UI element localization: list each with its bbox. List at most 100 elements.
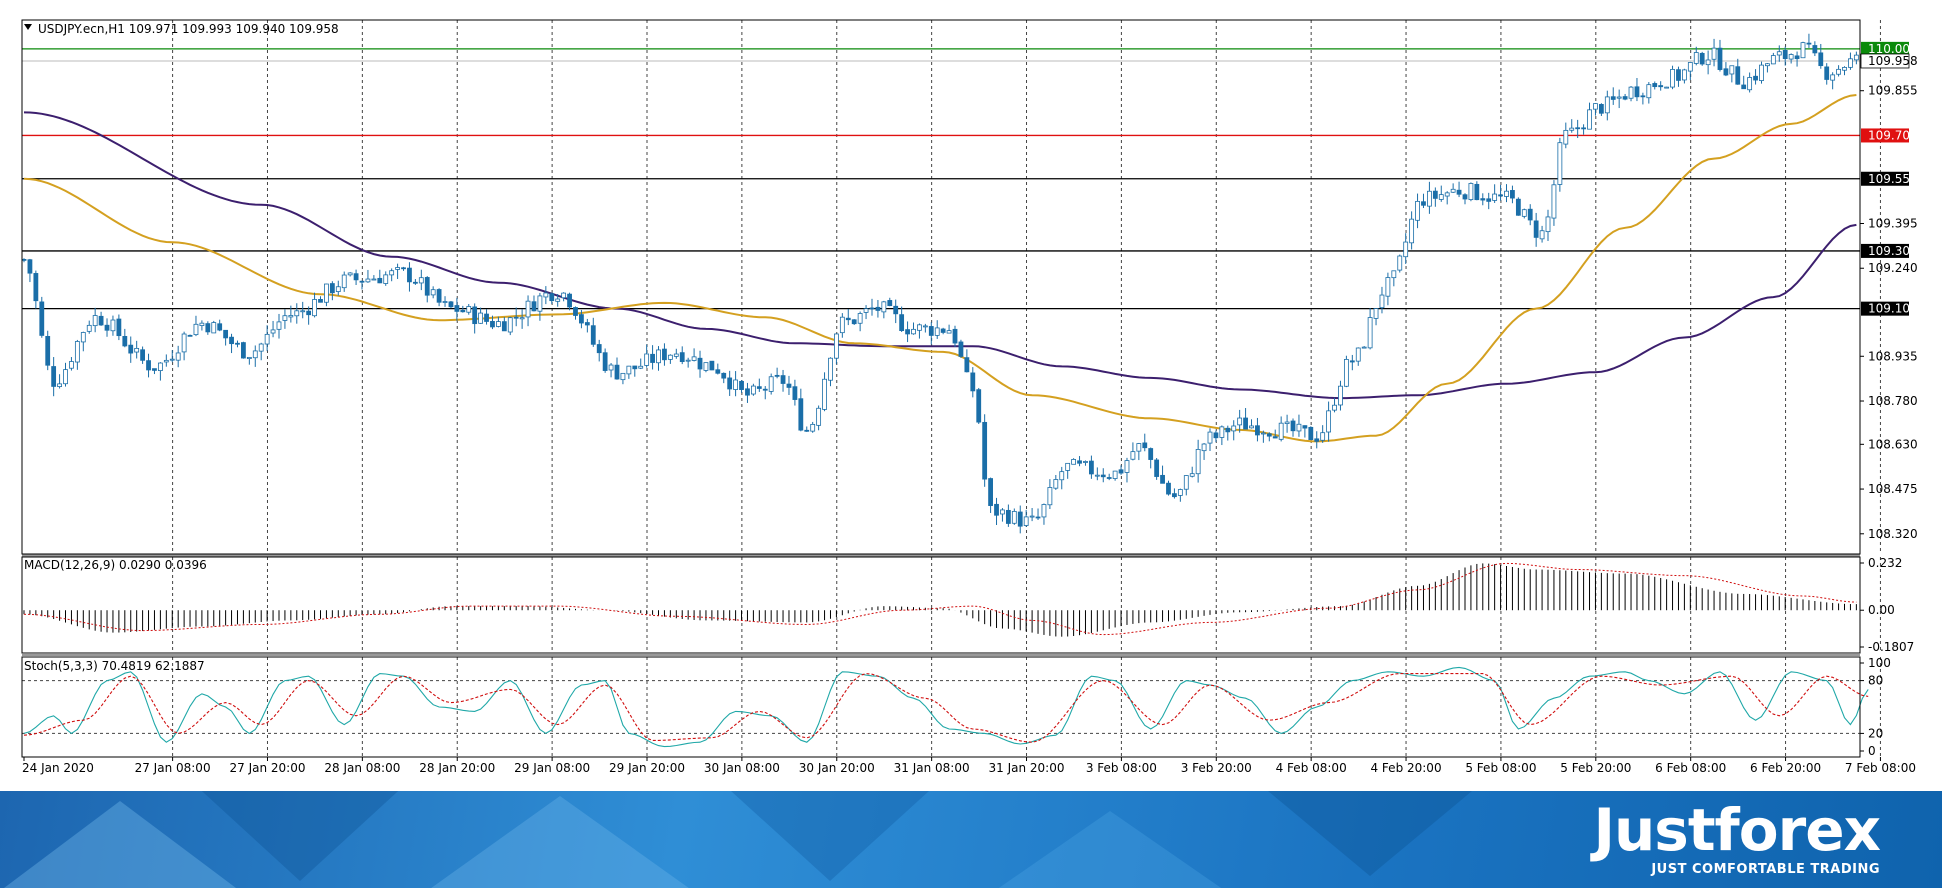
candle-bull: [1729, 65, 1735, 75]
candle-bull: [839, 316, 845, 334]
candle-bull: [1367, 317, 1373, 349]
candle-bull: [525, 300, 531, 318]
price-label: 108.630: [1868, 437, 1918, 451]
candle-bear: [472, 306, 478, 325]
candle-bear: [436, 289, 442, 303]
candle-bull: [733, 379, 738, 390]
brand-logo: Justforex: [1593, 796, 1881, 864]
candle-bear: [1510, 190, 1515, 199]
moving-average-1: [23, 94, 1857, 443]
candle-bear: [875, 306, 881, 311]
candle-bear: [377, 277, 383, 284]
candle-bear: [573, 307, 578, 316]
time-label: 5 Feb 20:00: [1560, 761, 1631, 775]
candle-bear: [1622, 96, 1628, 100]
candle-bull: [667, 354, 673, 360]
candle-bull: [911, 328, 916, 335]
candle-bear: [1421, 201, 1426, 206]
candle-bull: [74, 341, 80, 363]
candle-bear: [1735, 66, 1741, 85]
candle-bull: [157, 362, 163, 371]
candle-bear: [1243, 417, 1248, 430]
candle-bear: [140, 349, 146, 361]
candle-bull: [1326, 410, 1331, 433]
candle-bear: [1290, 420, 1296, 432]
level-tag: [1861, 128, 1909, 143]
candle-bull: [169, 358, 175, 361]
candle-bull: [1177, 489, 1183, 496]
level-label: 110.000: [1868, 42, 1918, 56]
candle-bull: [768, 376, 774, 392]
candle-bull: [881, 301, 887, 313]
candle-bull: [1682, 69, 1687, 81]
candle-bear: [1658, 85, 1664, 88]
candle-bear: [952, 328, 958, 344]
candle-bull: [1338, 385, 1343, 406]
candle-bear: [1486, 198, 1492, 202]
candle-bull: [1842, 66, 1847, 71]
candle-bull: [258, 343, 264, 352]
candle-bull: [561, 292, 567, 299]
candle-bull: [1183, 475, 1189, 490]
panel-frame-2: [21, 656, 1861, 758]
candle-bull: [1836, 68, 1841, 75]
candle-bear: [116, 318, 122, 337]
level-tag: [1861, 301, 1909, 316]
candle-bull: [1616, 96, 1622, 99]
candle-bull: [1041, 504, 1047, 518]
candle-bear: [1581, 127, 1586, 130]
candle-bear: [632, 365, 638, 370]
stoch-axis-label: 0: [1868, 744, 1876, 758]
chart-canvas[interactable]: 109.855 109.395 109.240 108.935 108.780 108.6…: [0, 0, 1942, 791]
candle-bear: [614, 364, 620, 380]
candle-bull: [1409, 218, 1415, 244]
time-label: 31 Jan 20:00: [989, 761, 1065, 775]
candle-bear: [1255, 425, 1260, 436]
candle-bear: [786, 383, 792, 388]
candle-bear: [774, 374, 780, 377]
candle-bull: [1800, 42, 1806, 59]
candle-bear: [899, 314, 905, 332]
candle-bear: [1272, 436, 1278, 439]
candle-bear: [596, 344, 602, 354]
candle-bear: [1474, 183, 1480, 201]
candle-bear: [241, 342, 246, 359]
candle-bear: [1527, 208, 1533, 221]
current-price-label: 109.958: [1868, 54, 1918, 68]
candle-bull: [92, 315, 98, 327]
panel-frame-0: [21, 19, 1861, 555]
candle-bear: [905, 329, 910, 335]
time-label: 3 Feb 08:00: [1086, 761, 1157, 775]
candle-bull: [1397, 255, 1403, 271]
candle-bull: [1000, 509, 1005, 515]
candle-bear: [1349, 360, 1355, 363]
panel-frames: [21, 19, 1861, 758]
symbol-dropdown-icon[interactable]: [24, 24, 32, 30]
candle-bull: [1219, 426, 1225, 438]
candle-bear: [45, 335, 51, 366]
level-label: 109.300: [1868, 244, 1918, 258]
candle-bull: [1385, 277, 1391, 297]
candle-bear: [1575, 127, 1581, 130]
candle-bear: [152, 368, 157, 371]
candle-bull: [1551, 184, 1557, 219]
candle-bear: [51, 366, 57, 387]
candle-bull: [1237, 417, 1243, 426]
candle-bull: [1249, 425, 1254, 429]
candle-bull: [1053, 479, 1059, 489]
time-label: 29 Jan 08:00: [514, 761, 590, 775]
candle-bear: [21, 259, 27, 261]
candle-bear: [122, 336, 128, 347]
price-label: 108.780: [1868, 394, 1918, 408]
candle-bull: [863, 308, 869, 313]
price-axis: 109.855 109.395 109.240 108.935 108.780 108.6…: [1860, 41, 1918, 758]
candle-bear: [1172, 493, 1177, 498]
symbol-info: USDJPY.ecn,H1 109.971 109.993 109.940 10…: [38, 22, 339, 36]
time-label: 29 Jan 20:00: [609, 761, 685, 775]
candle-bull: [1296, 423, 1302, 432]
candle-bear: [412, 281, 418, 284]
candle-bull: [1201, 443, 1207, 452]
candle-bull: [80, 332, 86, 343]
candle-bull: [1029, 515, 1035, 518]
candle-bull: [816, 407, 822, 426]
